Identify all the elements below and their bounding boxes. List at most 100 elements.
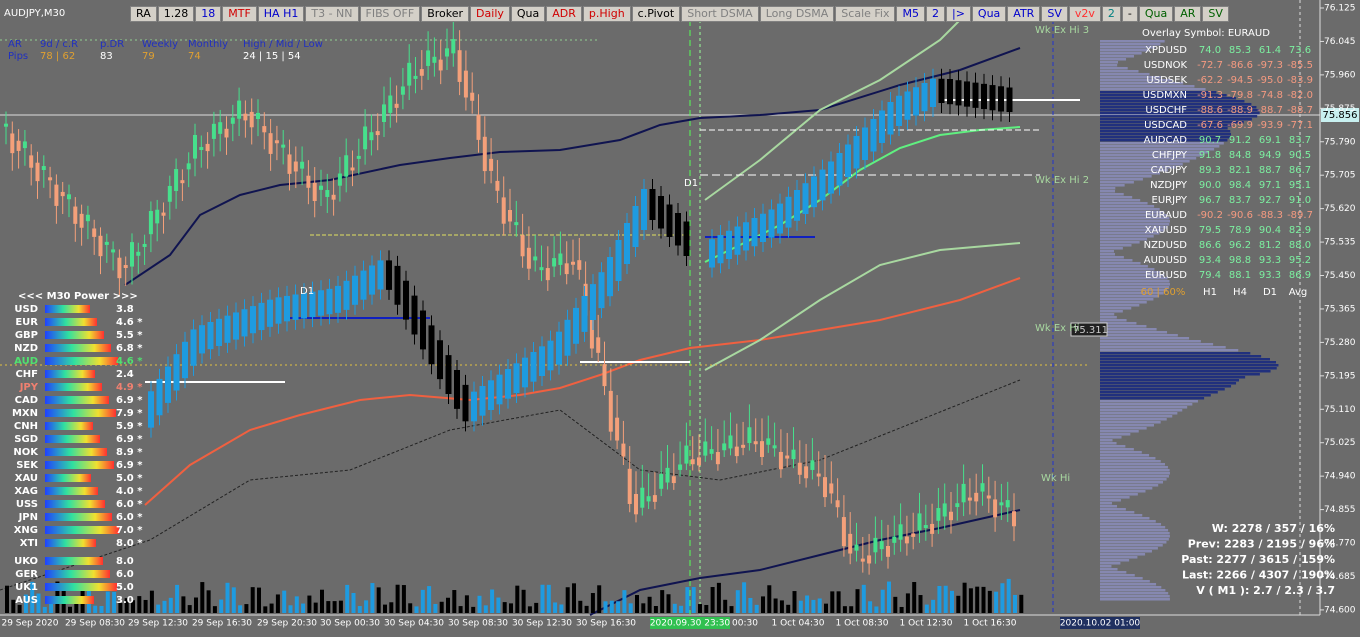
volume-bar	[994, 591, 999, 613]
ha-candle	[386, 260, 392, 290]
toolbar-button[interactable]: Qua	[971, 6, 1007, 22]
profile-bar	[1100, 166, 1176, 169]
toolbar-button[interactable]: Long DSMA	[759, 6, 835, 22]
toolbar-button[interactable]: 18	[195, 6, 222, 22]
toolbar-button[interactable]: SV	[1041, 6, 1068, 22]
toolbar-button[interactable]: RA	[130, 6, 157, 22]
ha-candle	[998, 86, 1004, 112]
price-label: 75.365	[1324, 304, 1356, 314]
candle	[199, 147, 204, 151]
overlay-value: 88.0	[1289, 240, 1311, 251]
overlay-value: 84.8	[1229, 150, 1251, 161]
candle	[287, 154, 292, 174]
time-highlight	[1060, 617, 1140, 629]
toolbar-button[interactable]: Broker	[421, 6, 470, 22]
profile-bar	[1100, 46, 1156, 49]
profile-bar	[1100, 445, 1126, 448]
profile-bar	[1100, 229, 1164, 232]
toolbar-button[interactable]: Daily	[470, 6, 510, 22]
ha-candle	[437, 340, 443, 380]
ha-candle	[233, 312, 239, 340]
volume-bar	[849, 606, 854, 613]
price-label: 75.535	[1324, 238, 1356, 248]
price-label: 75.195	[1324, 371, 1356, 381]
toolbar-button[interactable]: 2	[1101, 6, 1121, 22]
toolbar-button[interactable]: p.High	[582, 6, 631, 22]
volume-bar	[326, 601, 331, 613]
candle	[627, 468, 632, 504]
toolbar-button[interactable]: 2	[925, 6, 945, 22]
profile-bar	[1100, 307, 1132, 310]
power-value: 8.0	[116, 556, 134, 567]
toolbar-button[interactable]: AR	[1174, 6, 1202, 22]
candle	[489, 158, 494, 171]
toolbar-button[interactable]: T3 - NN	[305, 6, 359, 22]
profile-bar	[1100, 499, 1121, 502]
profile-bar	[1100, 493, 1138, 496]
profile-bar	[1100, 508, 1126, 511]
ha-candle	[658, 196, 664, 229]
toolbar-button[interactable]: 1.28	[157, 6, 195, 22]
power-value: 5.0	[116, 582, 134, 593]
overlay-value: 91.0	[1289, 195, 1311, 206]
volume-bar	[351, 592, 356, 613]
candle	[41, 166, 46, 171]
profile-bar	[1100, 145, 1220, 148]
volume-bar	[937, 585, 942, 613]
ha-candle	[513, 363, 520, 393]
profile-bar	[1100, 418, 1167, 421]
power-name: GER	[15, 569, 38, 580]
profile-bar	[1100, 55, 1134, 58]
volume-bar	[735, 590, 740, 613]
profile-bar	[1100, 436, 1122, 439]
ha-candle	[921, 83, 928, 112]
candle	[936, 508, 941, 521]
profile-bar	[1100, 112, 1260, 115]
overlay-value: -88.6	[1197, 105, 1223, 116]
volume-bar	[855, 589, 860, 613]
toolbar-button[interactable]: |>	[945, 6, 971, 22]
overlay-value: 61.4	[1259, 45, 1281, 56]
profile-bar	[1100, 280, 1170, 283]
toolbar-button[interactable]: SV	[1202, 6, 1229, 22]
candle	[841, 517, 846, 547]
profile-bar	[1100, 322, 1137, 325]
ha-candle	[173, 354, 180, 391]
ha-candle	[641, 189, 647, 230]
toolbar-button[interactable]: ATR	[1007, 6, 1041, 22]
toolbar-button[interactable]: c.Pivot	[631, 6, 681, 22]
toolbar-button[interactable]: Short DSMA	[681, 6, 759, 22]
toolbar-button[interactable]: Qua	[1138, 6, 1174, 22]
toolbar-button[interactable]: MTF	[222, 6, 257, 22]
overlay-value: 79.4	[1199, 270, 1221, 281]
toolbar-button[interactable]: -	[1121, 6, 1138, 22]
overlay-value: -67.6	[1197, 120, 1223, 131]
volume-bar	[509, 603, 513, 613]
ha-candle	[904, 91, 911, 120]
ha-candle	[649, 189, 656, 220]
current-price-bg	[1321, 108, 1359, 122]
toolbar-button[interactable]: M5	[896, 6, 925, 22]
profile-bar	[1100, 460, 1161, 463]
price-label: 75.280	[1324, 338, 1356, 348]
overlay-symbol: USDSEK	[1146, 75, 1187, 86]
volume-bar	[578, 600, 583, 613]
profile-bar	[1100, 544, 1163, 547]
volume-bar	[956, 595, 961, 613]
ha-candle	[326, 288, 333, 315]
profile-bar	[1100, 337, 1190, 340]
profile-bar	[1100, 163, 1183, 166]
toolbar-button[interactable]: FIBS OFF	[359, 6, 421, 22]
power-value: 5.5 *	[116, 330, 143, 341]
toolbar-button[interactable]: Qua	[510, 6, 546, 22]
toolbar-button[interactable]: Scale Fix	[835, 6, 896, 22]
candle	[495, 180, 500, 191]
power-value: 6.0 *	[116, 499, 143, 510]
ha-candle	[369, 265, 375, 295]
toolbar-button[interactable]: v2v	[1068, 6, 1101, 22]
toolbar-button[interactable]: HA H1	[257, 6, 305, 22]
volume-bar	[74, 601, 79, 613]
band-line	[704, 242, 1021, 371]
ha-candle	[853, 136, 860, 169]
toolbar-button[interactable]: ADR	[546, 6, 582, 22]
